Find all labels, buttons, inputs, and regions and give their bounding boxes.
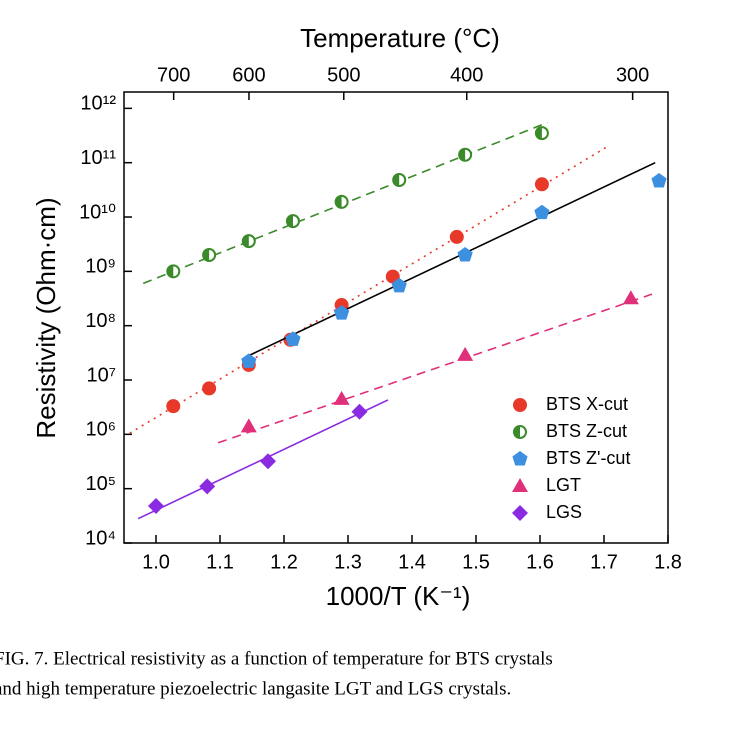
marker-half — [535, 127, 542, 140]
x-tick-label: 1.8 — [654, 551, 682, 573]
marker-half — [335, 195, 342, 208]
x-tick-label: 1.7 — [590, 551, 618, 573]
data-point — [351, 403, 368, 420]
data-point — [457, 346, 474, 361]
x-tick-label: 1.2 — [270, 551, 298, 573]
x2-tick-label: 300 — [616, 64, 649, 86]
y-tick-label: 10⁹ — [85, 256, 116, 278]
legend-label: BTS Z-cut — [546, 421, 627, 441]
legend-marker — [512, 505, 528, 521]
data-point — [202, 381, 217, 396]
y-tick-label: 10¹¹ — [80, 147, 116, 169]
data-point — [240, 418, 257, 433]
marker-half — [203, 248, 210, 261]
data-point — [534, 204, 550, 220]
x2-tick-label: 500 — [327, 64, 360, 86]
legend-marker — [512, 451, 528, 466]
y-tick-label: 10⁷ — [87, 364, 116, 386]
data-point — [199, 478, 216, 495]
y-axis-label: Resistivity (Ohm·cm) — [31, 197, 61, 438]
marker-half — [242, 235, 249, 248]
x-tick-label: 1.3 — [334, 551, 362, 573]
x2-tick-label: 400 — [450, 64, 483, 86]
data-point — [449, 229, 464, 244]
data-point — [534, 177, 549, 192]
x-tick-label: 1.6 — [526, 551, 554, 573]
x-tick-label: 1.0 — [142, 551, 170, 573]
y-tick-label: 10⁸ — [85, 310, 116, 332]
x2-tick-label: 600 — [232, 64, 265, 86]
data-point — [148, 497, 164, 514]
data-point — [457, 246, 473, 262]
y-tick-label: 10⁶ — [86, 419, 116, 441]
legend-label: LGS — [546, 502, 582, 522]
data-point — [391, 277, 407, 293]
data-point — [241, 353, 257, 368]
fit-line — [217, 293, 653, 444]
marker-half — [286, 215, 293, 228]
chart-title: Temperature (°C) — [300, 23, 500, 53]
data-point — [285, 331, 301, 346]
data-point — [622, 290, 639, 305]
legend-marker — [512, 478, 528, 492]
marker-half — [393, 174, 400, 187]
y-tick-label: 10⁵ — [85, 473, 116, 495]
caption-line: and high temperature piezoelectric langa… — [0, 678, 511, 699]
legend-label: LGT — [546, 475, 581, 495]
legend-label: BTS X-cut — [546, 394, 628, 414]
x2-tick-label: 700 — [157, 64, 190, 86]
data-point — [651, 173, 667, 188]
marker-half — [459, 148, 466, 161]
plot-frame — [123, 91, 669, 544]
x-tick-label: 1.5 — [462, 551, 490, 573]
data-point — [333, 390, 350, 405]
y-tick-label: 10¹² — [80, 93, 116, 115]
legend-marker — [513, 398, 527, 412]
y-tick-label: 10⁴ — [85, 527, 116, 549]
data-point — [166, 399, 181, 414]
marker-half — [167, 265, 174, 278]
caption-line: FIG. 7. Electrical resistivity as a func… — [0, 648, 553, 669]
marker-half — [514, 426, 520, 438]
data-point — [333, 305, 350, 320]
x-axis-label: 1000/T (K⁻¹) — [326, 581, 471, 611]
y-tick-label: 10¹⁰ — [79, 201, 116, 223]
legend-label: BTS Z'-cut — [546, 448, 630, 468]
data-point — [260, 453, 276, 470]
x-tick-label: 1.4 — [398, 551, 426, 573]
fit-line — [244, 161, 656, 359]
x-tick-label: 1.1 — [206, 551, 234, 573]
